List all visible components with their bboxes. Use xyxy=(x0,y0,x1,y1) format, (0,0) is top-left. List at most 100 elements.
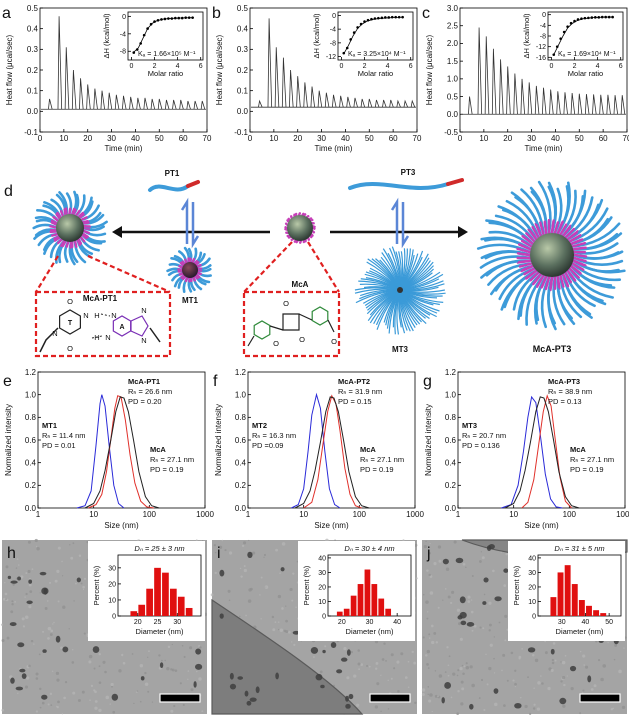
tem-texture xyxy=(470,610,474,614)
tem-texture xyxy=(521,648,523,650)
tem-texture xyxy=(281,607,284,610)
tem-texture xyxy=(5,598,7,600)
tem-texture xyxy=(501,669,503,672)
micelle-particle xyxy=(219,569,225,577)
tem-texture xyxy=(346,676,350,680)
tem-texture xyxy=(470,599,473,601)
micelle-core xyxy=(182,262,198,278)
histogram-bar xyxy=(130,611,138,616)
titration-point xyxy=(587,16,590,20)
tem-texture xyxy=(27,540,31,544)
tem-texture xyxy=(313,656,315,658)
tem-texture xyxy=(28,605,32,609)
x-tick-label: 50 xyxy=(365,134,374,143)
tem-texture xyxy=(421,692,425,696)
micelle-particle xyxy=(140,676,145,681)
tem-texture xyxy=(49,581,52,584)
tem-texture xyxy=(55,671,60,676)
core-block xyxy=(295,239,299,244)
tem-texture xyxy=(463,665,466,668)
legend-name: McA-PT3 xyxy=(548,377,580,386)
core-block xyxy=(535,223,543,238)
heat-peak xyxy=(93,88,98,110)
y-tick-label: 0.0 xyxy=(25,504,37,513)
core-block xyxy=(566,269,577,282)
tem-texture xyxy=(250,587,253,591)
core-block xyxy=(193,260,198,265)
micelle-particle xyxy=(159,662,164,669)
y-tick-label: -8 xyxy=(330,40,336,47)
micelle-particle xyxy=(559,697,567,705)
tem-texture xyxy=(198,644,201,648)
micelle-particle xyxy=(39,571,47,576)
tem-texture xyxy=(510,651,514,655)
histogram-bar xyxy=(343,608,350,616)
y-tick-label: 0 xyxy=(112,613,116,620)
y-tick-label: 30 xyxy=(528,570,536,577)
y-tick-label: 0.3 xyxy=(237,45,249,54)
heat-peak xyxy=(48,98,53,110)
titration-point xyxy=(377,16,380,20)
histogram-bar xyxy=(185,607,193,616)
titration-point xyxy=(600,15,604,19)
tem-texture xyxy=(437,606,440,609)
y-tick-label: 0 xyxy=(532,613,536,620)
titration-point xyxy=(177,16,181,20)
core-block xyxy=(566,231,579,241)
tem-texture xyxy=(561,660,566,665)
tem-texture xyxy=(457,669,460,672)
tem-texture xyxy=(465,665,470,670)
tem-texture xyxy=(444,588,447,590)
tem-texture xyxy=(426,663,429,666)
x-axis-title: Time (min) xyxy=(315,144,353,153)
core-block xyxy=(572,253,588,258)
core-block xyxy=(564,271,573,284)
titration-point xyxy=(390,15,394,19)
micelle-particle xyxy=(587,675,592,683)
size-distribution xyxy=(84,396,160,509)
legend-name: McA-PT2 xyxy=(338,377,370,386)
y-tick-label: 0.6 xyxy=(25,436,37,445)
tem-texture xyxy=(590,688,594,691)
tem-texture xyxy=(105,695,110,700)
tem-texture xyxy=(374,705,378,709)
tem-texture xyxy=(243,568,248,573)
y-axis-title: ΔH (kcal/mol) xyxy=(102,13,111,59)
heat-peak xyxy=(477,27,483,115)
tem-texture xyxy=(1,638,5,643)
tem-texture xyxy=(228,551,233,555)
core-block xyxy=(284,222,289,226)
histogram-bar xyxy=(350,595,357,616)
tem-texture xyxy=(570,686,574,691)
tem-texture xyxy=(16,558,19,560)
tem-texture xyxy=(10,610,14,614)
legend-note: Rₕ = 38.9 nm xyxy=(548,387,592,396)
core-block xyxy=(569,238,584,246)
heat-peak xyxy=(79,78,84,110)
heat-peak xyxy=(599,94,604,115)
tem-texture xyxy=(438,674,443,678)
micelle-particle xyxy=(17,642,25,648)
plot-area xyxy=(457,371,626,509)
tem-texture xyxy=(385,660,387,662)
plot-area xyxy=(547,11,624,61)
heat-peak xyxy=(499,59,504,115)
tem-texture xyxy=(375,667,378,670)
tem-texture xyxy=(488,601,492,605)
heat-peak xyxy=(389,99,394,108)
tem-texture xyxy=(57,700,60,704)
tem-texture xyxy=(457,690,460,693)
x-tick-label: 20 xyxy=(503,134,512,143)
core-block xyxy=(299,239,303,244)
tem-texture xyxy=(38,653,41,656)
tem-texture xyxy=(57,546,61,550)
size-annotation: Dₙ = 30 ± 4 nm xyxy=(344,544,394,553)
histogram-bar xyxy=(162,572,169,616)
x-tick-label: 10 xyxy=(479,134,488,143)
y-tick-label: -0.1 xyxy=(24,128,38,137)
micelle-particle xyxy=(444,682,452,689)
tem-texture xyxy=(104,670,107,674)
core-block xyxy=(571,241,587,248)
y-tick-label: 0.1 xyxy=(27,86,39,95)
tem-texture xyxy=(292,572,295,575)
